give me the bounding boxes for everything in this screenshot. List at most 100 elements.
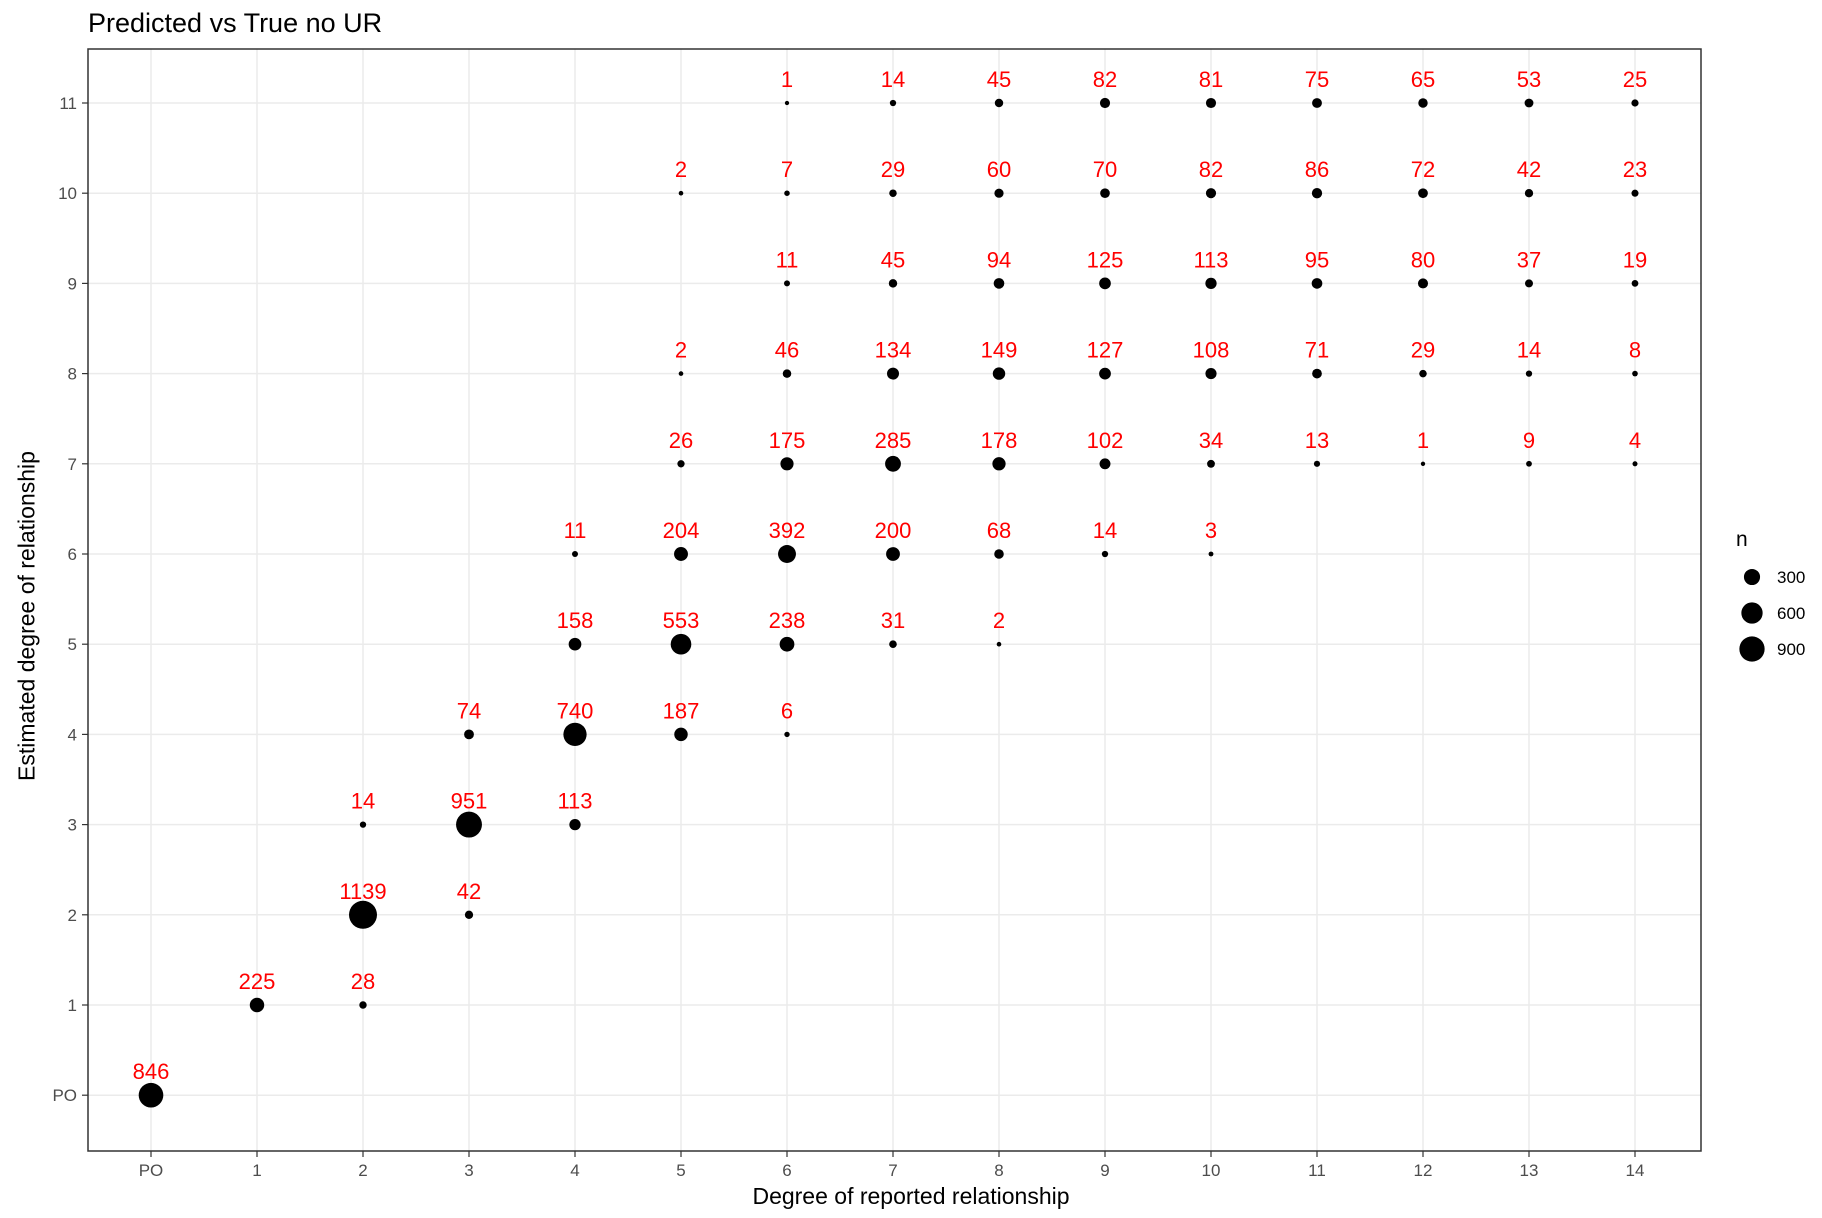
x-tick-label: 1 — [252, 1161, 261, 1180]
count-label: 29 — [1411, 338, 1435, 363]
count-label: 34 — [1199, 428, 1223, 453]
count-label: 9 — [1523, 428, 1535, 453]
count-label: 72 — [1411, 157, 1435, 182]
count-label: 53 — [1517, 67, 1541, 92]
count-label: 71 — [1305, 338, 1329, 363]
data-point — [1417, 278, 1429, 289]
grid-layer — [88, 49, 1701, 1151]
data-point — [992, 367, 1006, 380]
data-point — [1631, 280, 1639, 287]
x-tick-label: 12 — [1414, 1161, 1433, 1180]
x-tick-label: 2 — [358, 1161, 367, 1180]
data-point — [677, 460, 685, 468]
count-label: 74 — [457, 698, 481, 723]
data-point — [1205, 277, 1217, 290]
x-tick-label: PO — [139, 1161, 164, 1180]
count-label: 95 — [1305, 247, 1329, 272]
data-point — [1101, 550, 1109, 558]
y-tick-label: 6 — [68, 545, 77, 564]
y-tick-label: 5 — [68, 635, 77, 654]
data-point — [569, 818, 581, 831]
count-label: 6 — [781, 698, 793, 723]
data-point — [889, 640, 897, 649]
count-label: 42 — [1517, 157, 1541, 182]
count-label: 951 — [451, 789, 488, 814]
data-point — [778, 545, 796, 563]
data-point — [1205, 368, 1217, 380]
count-label: 2 — [675, 338, 687, 363]
count-label: 4 — [1629, 428, 1641, 453]
x-tick-label: 10 — [1202, 1161, 1221, 1180]
data-point — [1100, 188, 1110, 199]
data-point — [359, 1001, 367, 1009]
data-point — [674, 547, 688, 561]
data-point — [1632, 461, 1638, 467]
data-point — [1525, 370, 1533, 377]
legend-key — [1743, 568, 1761, 586]
data-point — [1313, 460, 1321, 467]
legend-label: 300 — [1777, 568, 1805, 587]
data-point — [889, 99, 897, 107]
count-label: 127 — [1087, 338, 1124, 363]
x-tick-label: 13 — [1520, 1161, 1539, 1180]
count-label: 8 — [1629, 338, 1641, 363]
count-label: 26 — [669, 428, 693, 453]
count-label: 80 — [1411, 247, 1435, 272]
data-point — [1419, 369, 1427, 378]
data-point — [889, 189, 897, 197]
data-point — [780, 457, 794, 471]
data-point — [464, 729, 474, 740]
count-label: 13 — [1305, 428, 1329, 453]
count-label: 113 — [557, 789, 592, 814]
data-point — [1311, 188, 1323, 199]
count-label: 94 — [987, 247, 1011, 272]
data-point — [994, 98, 1004, 108]
y-tick-label: PO — [52, 1086, 77, 1105]
count-label: 392 — [769, 518, 806, 543]
count-label: 46 — [775, 338, 799, 363]
data-point — [784, 280, 790, 287]
y-tick-label: 1 — [68, 996, 77, 1015]
count-label: 3 — [1205, 518, 1217, 543]
count-label: 204 — [663, 518, 700, 543]
data-point — [784, 100, 790, 106]
data-point — [1205, 97, 1217, 109]
data-point — [359, 821, 367, 828]
count-label: 81 — [1199, 67, 1223, 92]
legend-label: 900 — [1777, 640, 1805, 659]
count-label: 149 — [981, 338, 1018, 363]
data-point — [563, 722, 587, 747]
data-point — [1099, 277, 1111, 290]
x-tick-label: 11 — [1308, 1161, 1326, 1180]
data-point — [464, 910, 474, 919]
data-point — [1205, 188, 1217, 199]
count-label: 553 — [663, 608, 700, 633]
data-point — [1312, 98, 1322, 108]
count-label: 42 — [457, 879, 481, 904]
data-point — [1420, 461, 1426, 466]
x-tick-label: 9 — [1100, 1161, 1109, 1180]
data-point — [678, 371, 684, 376]
data-point — [1099, 367, 1111, 380]
data-point — [349, 900, 377, 929]
count-label: 125 — [1087, 247, 1124, 272]
count-label: 1 — [781, 67, 793, 92]
count-label: 134 — [875, 338, 912, 363]
count-label: 14 — [1517, 338, 1541, 363]
count-label: 11 — [776, 247, 799, 272]
data-point — [670, 633, 692, 655]
y-tick-label: 8 — [68, 365, 77, 384]
data-point — [885, 455, 901, 472]
x-tick-label: 4 — [570, 1161, 579, 1180]
x-tick-label: 8 — [994, 1161, 1003, 1180]
count-label: 158 — [557, 608, 594, 633]
count-label: 60 — [987, 157, 1011, 182]
x-tick-label: 14 — [1626, 1161, 1645, 1180]
data-point — [678, 190, 684, 196]
chart-title: Predicted vs True no UR — [88, 8, 383, 38]
data-point — [1418, 188, 1428, 199]
legend-key — [1739, 636, 1765, 662]
y-tick-label: 11 — [59, 94, 77, 113]
data-point — [1207, 459, 1215, 468]
